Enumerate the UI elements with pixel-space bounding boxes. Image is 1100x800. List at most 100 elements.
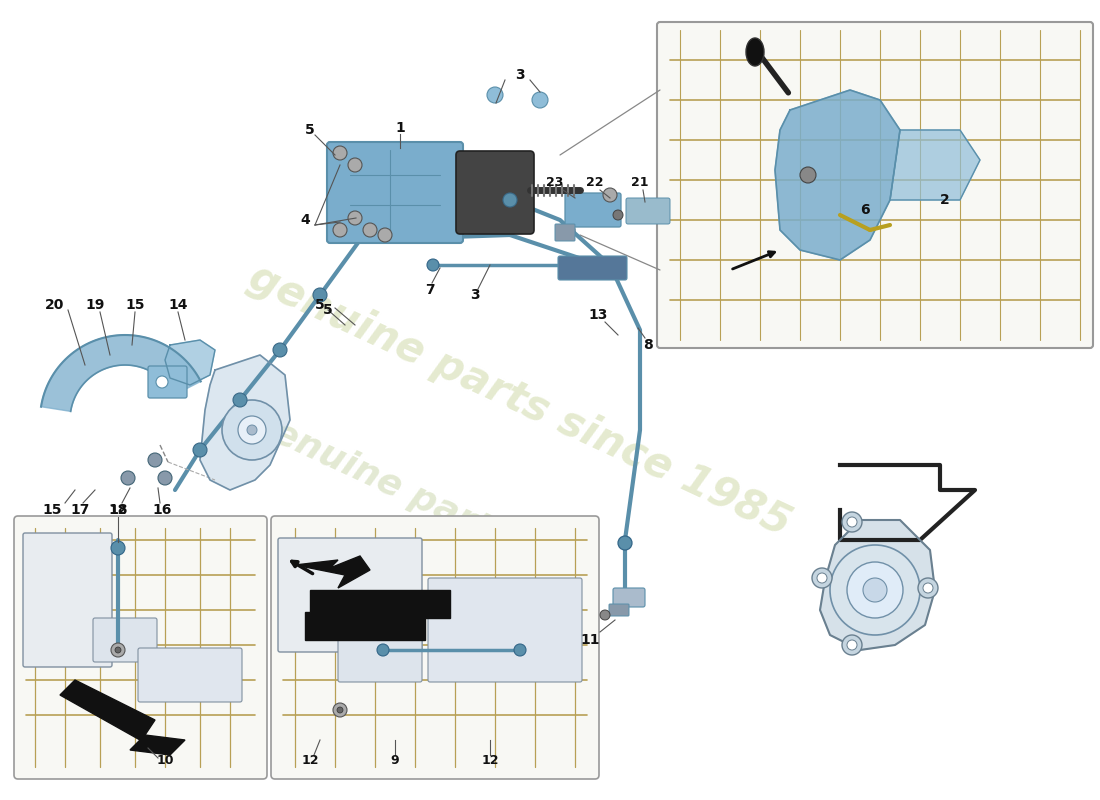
FancyBboxPatch shape: [14, 516, 267, 779]
Circle shape: [333, 146, 346, 160]
FancyBboxPatch shape: [338, 618, 422, 682]
Text: genuine parts: genuine parts: [244, 405, 516, 555]
Text: 2: 2: [940, 193, 950, 207]
FancyBboxPatch shape: [558, 256, 627, 280]
Text: 12: 12: [301, 754, 319, 766]
FancyBboxPatch shape: [428, 578, 582, 682]
Circle shape: [817, 573, 827, 583]
Polygon shape: [776, 90, 900, 260]
FancyBboxPatch shape: [556, 224, 575, 241]
Polygon shape: [890, 130, 980, 200]
FancyBboxPatch shape: [138, 648, 242, 702]
Circle shape: [565, 225, 575, 235]
Circle shape: [121, 471, 135, 485]
Circle shape: [812, 568, 832, 588]
Circle shape: [830, 545, 920, 635]
Circle shape: [613, 210, 623, 220]
Text: 16: 16: [152, 503, 172, 517]
Circle shape: [148, 453, 162, 467]
FancyBboxPatch shape: [94, 618, 157, 662]
Circle shape: [222, 400, 282, 460]
Text: 5: 5: [305, 123, 315, 137]
Text: 5: 5: [315, 298, 324, 312]
Circle shape: [348, 158, 362, 172]
Text: 12: 12: [482, 754, 498, 766]
Circle shape: [800, 167, 816, 183]
Text: 6: 6: [860, 203, 870, 217]
Polygon shape: [60, 680, 185, 755]
Circle shape: [333, 223, 346, 237]
Text: 8: 8: [644, 338, 653, 352]
Text: 5: 5: [323, 303, 333, 317]
Text: 20: 20: [45, 298, 65, 312]
Circle shape: [348, 211, 362, 225]
Circle shape: [618, 536, 632, 550]
FancyBboxPatch shape: [23, 533, 112, 667]
Text: 13: 13: [588, 308, 607, 322]
Circle shape: [377, 644, 389, 656]
Circle shape: [864, 578, 887, 602]
FancyBboxPatch shape: [565, 193, 621, 227]
Text: 18: 18: [108, 503, 128, 517]
Circle shape: [156, 376, 168, 388]
Text: 7: 7: [426, 283, 434, 297]
Circle shape: [233, 393, 248, 407]
FancyBboxPatch shape: [456, 151, 534, 234]
Circle shape: [847, 640, 857, 650]
Text: 22: 22: [586, 177, 604, 190]
Polygon shape: [820, 520, 935, 650]
Circle shape: [847, 562, 903, 618]
Text: 3: 3: [470, 288, 480, 302]
FancyBboxPatch shape: [613, 588, 645, 607]
FancyBboxPatch shape: [148, 366, 187, 398]
Circle shape: [248, 425, 257, 435]
Text: 3: 3: [515, 68, 525, 82]
Circle shape: [192, 443, 207, 457]
Circle shape: [503, 193, 517, 207]
Circle shape: [532, 92, 548, 108]
FancyBboxPatch shape: [271, 516, 600, 779]
Text: 15: 15: [125, 298, 145, 312]
Circle shape: [337, 707, 343, 713]
Text: 9: 9: [390, 754, 399, 766]
FancyBboxPatch shape: [278, 538, 422, 652]
Polygon shape: [295, 556, 370, 588]
Circle shape: [487, 87, 503, 103]
Polygon shape: [41, 335, 200, 411]
Text: 12: 12: [109, 503, 126, 517]
Text: 4: 4: [300, 213, 310, 227]
Circle shape: [116, 647, 121, 653]
Ellipse shape: [746, 38, 764, 66]
Circle shape: [514, 644, 526, 656]
Text: 23: 23: [547, 177, 563, 190]
Circle shape: [363, 223, 377, 237]
Text: 14: 14: [168, 298, 188, 312]
Circle shape: [314, 288, 327, 302]
Circle shape: [918, 578, 938, 598]
FancyBboxPatch shape: [609, 604, 629, 616]
Circle shape: [603, 188, 617, 202]
Circle shape: [238, 416, 266, 444]
FancyBboxPatch shape: [626, 198, 670, 224]
Text: 15: 15: [42, 503, 62, 517]
FancyBboxPatch shape: [327, 142, 463, 243]
Text: 17: 17: [70, 503, 90, 517]
Circle shape: [842, 512, 862, 532]
Polygon shape: [305, 590, 450, 640]
Polygon shape: [840, 465, 975, 540]
Text: genuine parts since 1985: genuine parts since 1985: [242, 255, 798, 545]
Circle shape: [378, 228, 392, 242]
Text: 11: 11: [581, 633, 600, 647]
Circle shape: [847, 517, 857, 527]
Circle shape: [111, 643, 125, 657]
Text: 1: 1: [395, 121, 405, 135]
FancyArrowPatch shape: [761, 58, 789, 93]
Circle shape: [111, 541, 125, 555]
Text: 21: 21: [631, 177, 649, 190]
FancyBboxPatch shape: [657, 22, 1093, 348]
Polygon shape: [200, 355, 290, 490]
Circle shape: [158, 471, 172, 485]
Circle shape: [600, 610, 610, 620]
Polygon shape: [165, 340, 214, 385]
Circle shape: [923, 583, 933, 593]
